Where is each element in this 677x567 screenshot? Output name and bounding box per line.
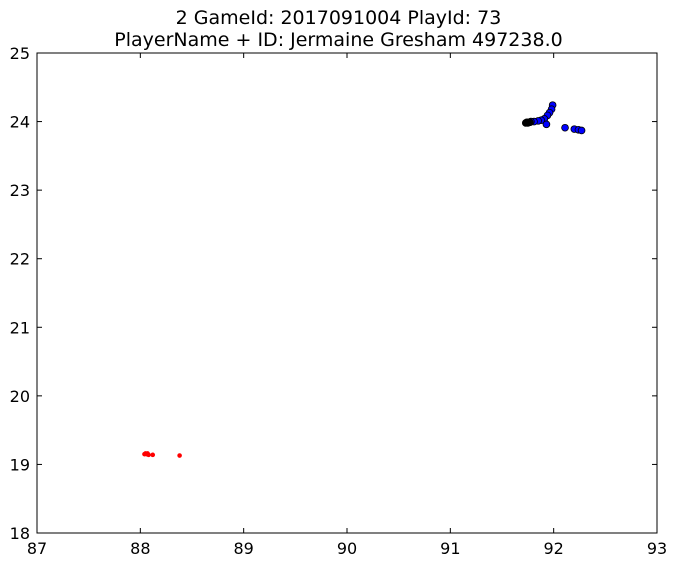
y-tick-label: 19: [10, 455, 30, 474]
plot-frame: [36, 52, 658, 534]
x-tick-label: 91: [440, 539, 460, 558]
data-point: [577, 126, 586, 135]
chart-subtitle: PlayerName + ID: Jermaine Gresham 497238…: [114, 29, 563, 51]
data-point: [150, 452, 156, 458]
x-tick-label: 93: [647, 539, 667, 558]
tick-layer: 87 88 89 90 91 92 93 18 19 20 21 22 23 24 25: [10, 44, 668, 558]
y-tick-label: 24: [10, 113, 30, 132]
x-tick-label: 87: [27, 539, 47, 558]
y-tick-label: 25: [10, 44, 30, 63]
x-tick-label: 89: [233, 539, 253, 558]
data-point: [526, 118, 534, 127]
data-point: [146, 452, 151, 458]
x-tick-label: 88: [130, 539, 150, 558]
y-tick-label: 22: [10, 250, 30, 269]
x-tick-label: 90: [337, 539, 357, 558]
x-tick-label: 92: [543, 539, 563, 558]
chart-title: 2 GameId: 2017091004 PlayId: 73: [175, 7, 502, 29]
y-tick-label: 21: [10, 318, 30, 337]
y-tick-label: 20: [10, 387, 30, 406]
data-point: [177, 453, 182, 458]
y-tick-label: 18: [10, 524, 30, 543]
data-point: [561, 123, 569, 132]
y-tick-label: 23: [10, 181, 30, 200]
data-point: [542, 120, 551, 129]
points-layer: [142, 101, 586, 458]
